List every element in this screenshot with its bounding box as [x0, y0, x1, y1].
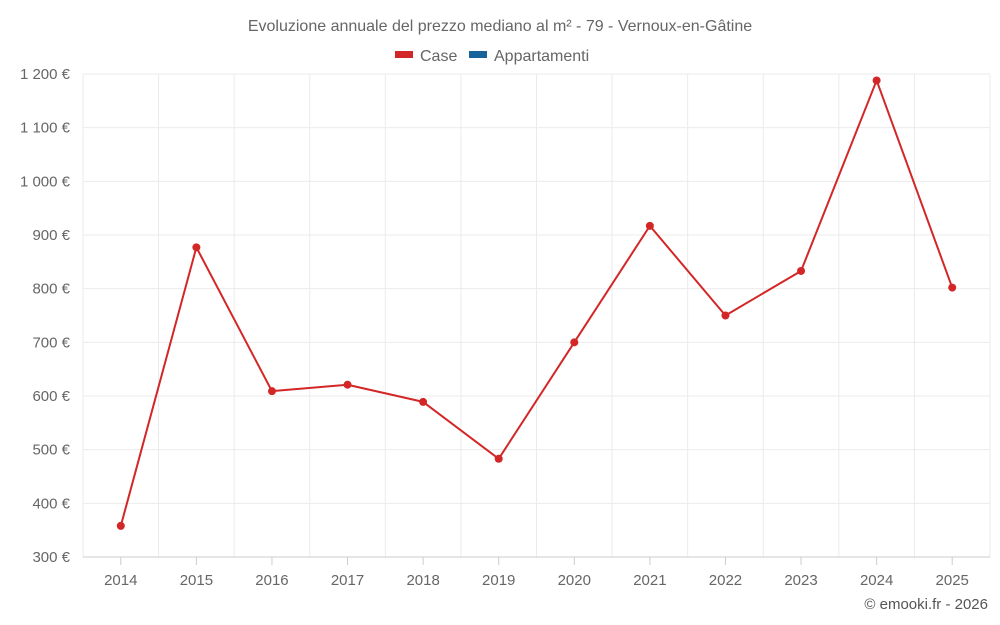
x-tick-label: 2015: [180, 572, 213, 589]
data-point-case-2016[interactable]: [267, 387, 276, 396]
x-tick-label: 2025: [936, 572, 969, 589]
chart-title: Evoluzione annuale del prezzo mediano al…: [248, 18, 752, 35]
y-tick-label: 1 200 €: [20, 66, 71, 83]
x-tick-label: 2020: [558, 572, 591, 589]
data-point-case-2014[interactable]: [116, 521, 125, 530]
legend-label-case: Case: [420, 48, 457, 65]
y-tick-label: 1 000 €: [20, 173, 71, 190]
data-point-case-2021[interactable]: [645, 221, 654, 230]
x-tick-label: 2014: [104, 572, 137, 589]
data-point-case-2024[interactable]: [872, 76, 881, 85]
grid: [82, 73, 991, 557]
data-point-case-2022[interactable]: [721, 311, 730, 320]
data-point-case-2019[interactable]: [494, 454, 503, 463]
series-layer: [116, 76, 957, 530]
data-point-case-2017[interactable]: [343, 380, 352, 389]
data-point-case-2025[interactable]: [948, 283, 957, 292]
y-tick-label: 400 €: [32, 495, 70, 512]
x-tick-label: 2019: [482, 572, 515, 589]
y-tick-label: 1 100 €: [20, 120, 71, 137]
legend-swatch-case: [395, 51, 413, 58]
y-tick-label: 700 €: [32, 334, 70, 351]
x-axis: 2014 2015 2016 2017 2018 2019 2020 2021 2022 2023…: [83, 556, 990, 589]
y-tick-label: 900 €: [32, 227, 70, 244]
data-point-case-2018[interactable]: [419, 397, 428, 406]
legend-swatch-appartamenti: [469, 51, 487, 58]
data-point-case-2015[interactable]: [192, 243, 201, 252]
legend-item-case[interactable]: Case: [395, 48, 457, 65]
x-tick-label: 2017: [331, 572, 364, 589]
x-tick-label: 2018: [406, 572, 439, 589]
x-tick-label: 2024: [860, 572, 893, 589]
x-tick-label: 2023: [784, 572, 817, 589]
legend-label-appartamenti: Appartamenti: [494, 48, 589, 65]
data-point-case-2020[interactable]: [570, 338, 579, 347]
y-tick-label: 800 €: [32, 281, 70, 298]
credit-text: © emooki.fr - 2026: [864, 596, 988, 613]
legend-item-appartamenti[interactable]: Appartamenti: [469, 48, 589, 65]
data-point-case-2023[interactable]: [797, 266, 806, 275]
legend: Case Appartamenti: [395, 48, 589, 65]
x-tick-label: 2021: [633, 572, 666, 589]
y-tick-label: 300 €: [32, 549, 70, 566]
x-tick-label: 2022: [709, 572, 742, 589]
y-tick-label: 600 €: [32, 388, 70, 405]
series-line-case: [119, 79, 954, 527]
y-axis: 300 € 400 € 500 € 600 € 700 € 800 € 900 € 1 000…: [20, 66, 71, 566]
y-tick-label: 500 €: [32, 442, 70, 459]
x-tick-label: 2016: [255, 572, 288, 589]
